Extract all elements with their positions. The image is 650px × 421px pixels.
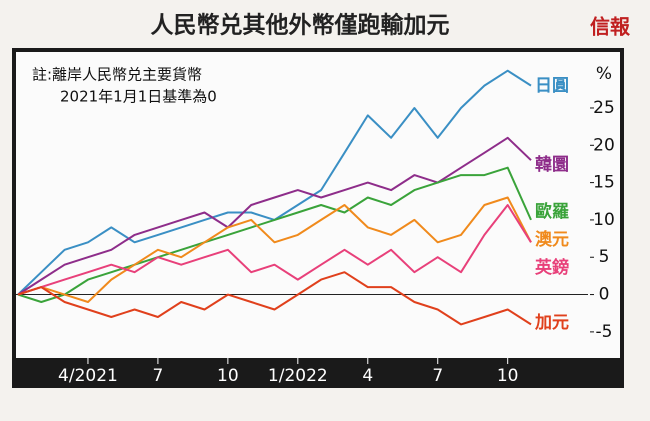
x-tick-label: 10 bbox=[217, 366, 239, 386]
y-unit: % bbox=[596, 64, 612, 84]
x-tick-label: 1/2022 bbox=[268, 366, 328, 386]
x-tick-label: 4 bbox=[362, 366, 373, 386]
x-tick-label: 4/2021 bbox=[58, 366, 118, 386]
y-tick-label: 20 bbox=[593, 135, 615, 155]
legend-label: 韓圜 bbox=[535, 154, 569, 175]
note: 2021年1月1日基準為0 bbox=[60, 88, 217, 106]
chart-title: 人民幣兑其他外幣僅跑輸加元 bbox=[151, 12, 450, 39]
legend-label: 歐羅 bbox=[535, 201, 569, 222]
series-line bbox=[17, 166, 532, 303]
note: 註:離岸人民幣兑主要貨幣 bbox=[32, 66, 202, 84]
y-tick-label: 15 bbox=[593, 173, 615, 193]
series-line bbox=[17, 271, 532, 326]
legend-label: 加元 bbox=[534, 313, 569, 333]
legend-label: 日圓 bbox=[535, 76, 569, 96]
legend-label: 澳元 bbox=[535, 229, 569, 250]
series-line bbox=[17, 204, 532, 296]
x-tick-label: 7 bbox=[432, 366, 443, 386]
x-tick-label: 7 bbox=[152, 366, 163, 386]
y-tick-label: 5 bbox=[599, 247, 610, 267]
y-tick-label: -5 bbox=[596, 322, 613, 342]
legend-label: 英鎊 bbox=[535, 257, 569, 278]
x-tick-label: 10 bbox=[497, 366, 519, 386]
logo: 信報 bbox=[590, 15, 631, 39]
series-line bbox=[17, 136, 532, 296]
y-tick-label: 25 bbox=[593, 98, 615, 118]
y-tick-label: 0 bbox=[599, 285, 610, 305]
series-line bbox=[17, 196, 532, 303]
x-axis-band bbox=[55, 360, 525, 388]
y-tick-label: 10 bbox=[593, 210, 615, 230]
